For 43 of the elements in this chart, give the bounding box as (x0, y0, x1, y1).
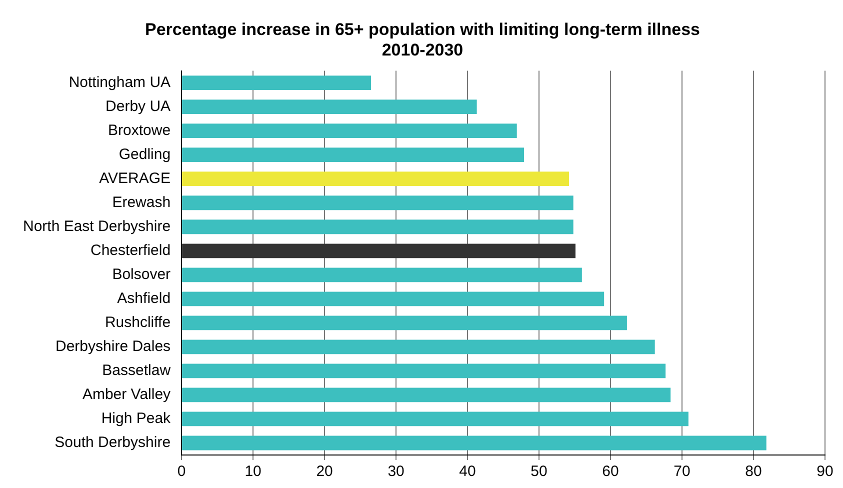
bar (182, 172, 570, 186)
bar (182, 124, 517, 138)
y-tick-label: Chesterfield (90, 242, 171, 260)
x-tick-label: 10 (244, 463, 262, 480)
x-tick-label: 50 (530, 463, 548, 480)
y-tick-label: North East Derbyshire (22, 218, 171, 236)
bar (182, 220, 574, 234)
y-tick-label: Erewash (112, 194, 171, 212)
bar (182, 364, 666, 378)
y-tick-label: Ashfield (117, 290, 171, 308)
bar (182, 316, 627, 330)
bar (182, 412, 688, 426)
bar (182, 340, 655, 354)
x-tick-label: 40 (459, 463, 476, 480)
y-tick-label: Rushcliffe (104, 314, 171, 332)
bar (182, 244, 576, 258)
y-tick-label: Amber Valley (82, 386, 172, 404)
x-tick-label: 90 (816, 463, 834, 480)
bar (182, 76, 372, 90)
y-tick-label: High Peak (101, 410, 172, 428)
bar (182, 436, 766, 450)
x-tick-label: 70 (674, 463, 690, 480)
x-tick-label: 60 (602, 463, 619, 480)
bar (182, 388, 671, 402)
chart-title: Percentage increase in 65+ population with limiting long-term illness 2010-2030 (145, 20, 700, 60)
x-tick-label: 0 (177, 463, 186, 480)
y-tick-label: Gedling (118, 146, 171, 163)
bar (182, 100, 477, 114)
bar (182, 292, 604, 306)
y-tick-label: Nottingham UA (68, 74, 171, 91)
y-tick-label: AVERAGE (99, 170, 171, 187)
x-tick-label: 80 (745, 463, 762, 480)
y-tick-label: Bolsover (112, 266, 171, 284)
x-tick-label: 30 (388, 463, 404, 480)
bar (182, 196, 574, 210)
y-tick-label: Bassetlaw (102, 362, 171, 380)
x-tick-label: 20 (316, 463, 333, 480)
y-tick-label: Derbyshire Dales (56, 338, 171, 356)
y-tick-label: South Derbyshire (54, 434, 171, 452)
y-tick-label: Derby UA (106, 98, 171, 115)
y-tick-label: Broxtowe (108, 122, 171, 139)
bar (182, 268, 582, 282)
bar (182, 148, 524, 162)
